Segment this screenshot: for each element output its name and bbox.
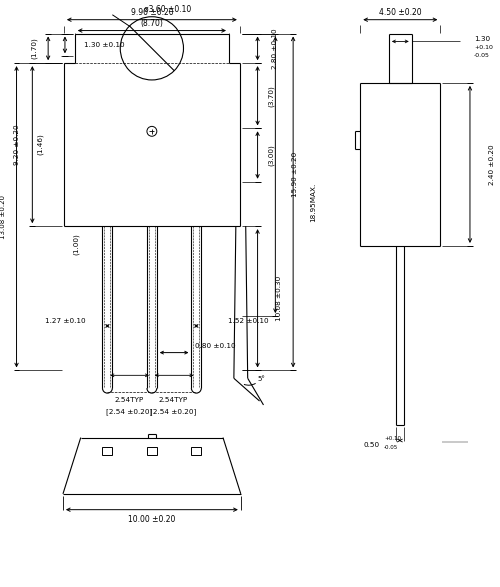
Circle shape xyxy=(120,16,184,80)
Text: 1.30: 1.30 xyxy=(474,36,490,42)
Text: 1.52 ±0.10: 1.52 ±0.10 xyxy=(228,318,268,324)
Bar xyxy=(147,447,157,456)
Text: 10.08 ±0.30: 10.08 ±0.30 xyxy=(276,276,282,321)
Text: 1.27 ±0.10: 1.27 ±0.10 xyxy=(45,318,86,324)
Circle shape xyxy=(147,126,157,136)
Text: 15.90 ±0.20: 15.90 ±0.20 xyxy=(292,152,298,197)
Text: 10.00 ±0.20: 10.00 ±0.20 xyxy=(128,515,176,524)
Text: 9.20 ±0.20: 9.20 ±0.20 xyxy=(14,124,20,165)
Text: (1.00): (1.00) xyxy=(72,233,79,255)
Text: [2.54 ±0.20]: [2.54 ±0.20] xyxy=(106,409,152,415)
Text: 2.40 ±0.20: 2.40 ±0.20 xyxy=(488,144,494,185)
Text: (3.70): (3.70) xyxy=(268,85,274,107)
Text: 2.54TYP: 2.54TYP xyxy=(159,397,188,403)
Text: 5°: 5° xyxy=(258,376,266,382)
Text: 13.08 ±0.20: 13.08 ±0.20 xyxy=(0,195,6,239)
Bar xyxy=(192,447,202,456)
Text: 4.50 ±0.20: 4.50 ±0.20 xyxy=(378,8,421,17)
Text: 18.95MAX.: 18.95MAX. xyxy=(310,183,316,221)
Bar xyxy=(102,447,113,456)
Text: -0.05: -0.05 xyxy=(384,445,398,450)
Text: 0.50: 0.50 xyxy=(364,443,380,448)
Text: [2.54 ±0.20]: [2.54 ±0.20] xyxy=(150,409,196,415)
Text: (8.70): (8.70) xyxy=(140,19,164,28)
Text: ø3.60 ±0.10: ø3.60 ±0.10 xyxy=(144,4,191,14)
Text: +0.10: +0.10 xyxy=(384,436,401,441)
Text: (1.46): (1.46) xyxy=(37,133,44,155)
Text: 0.80 ±0.10: 0.80 ±0.10 xyxy=(196,343,236,349)
Text: (1.70): (1.70) xyxy=(31,38,38,59)
Text: +0.10: +0.10 xyxy=(474,45,493,50)
Text: 9.90 ±0.20: 9.90 ±0.20 xyxy=(130,8,173,17)
Text: 2.54TYP: 2.54TYP xyxy=(114,397,144,403)
Text: 2.80 ±0.10: 2.80 ±0.10 xyxy=(272,28,278,69)
Text: 1.30 ±0.10: 1.30 ±0.10 xyxy=(84,42,125,48)
Text: (3.00): (3.00) xyxy=(268,144,274,166)
Text: -0.05: -0.05 xyxy=(474,53,490,58)
